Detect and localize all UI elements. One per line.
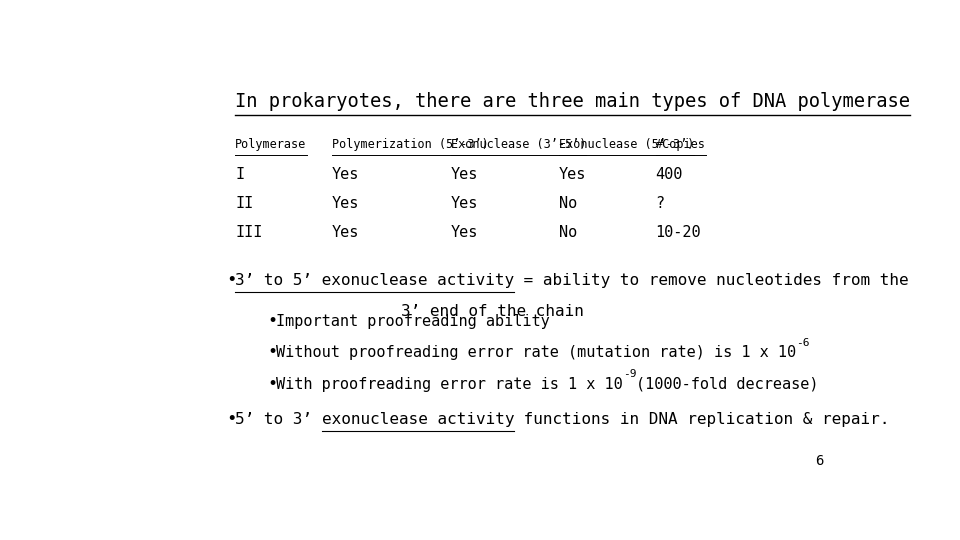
Text: exonuclease activity: exonuclease activity — [322, 412, 515, 427]
Text: 10-20: 10-20 — [656, 225, 702, 240]
Text: 5’ to 3’: 5’ to 3’ — [235, 412, 322, 427]
Text: Yes: Yes — [451, 167, 478, 181]
Text: Yes: Yes — [451, 196, 478, 211]
Text: Exonuclease (5’-3’): Exonuclease (5’-3’) — [559, 138, 694, 151]
Text: Polymerase: Polymerase — [235, 138, 306, 151]
Text: I: I — [235, 167, 245, 181]
Text: No: No — [559, 196, 577, 211]
Text: Without proofreading error rate (mutation rate) is 1 x 10: Without proofreading error rate (mutatio… — [276, 346, 797, 361]
Text: 400: 400 — [656, 167, 684, 181]
Text: III: III — [235, 225, 263, 240]
Text: Exonuclease (3’-5’): Exonuclease (3’-5’) — [451, 138, 587, 151]
Text: II: II — [235, 196, 253, 211]
Text: -9: -9 — [623, 369, 636, 379]
Text: •: • — [267, 343, 277, 361]
Text: 3’ to 5’ exonuclease activity: 3’ to 5’ exonuclease activity — [235, 273, 515, 288]
Text: Yes: Yes — [332, 225, 359, 240]
Text: ?: ? — [656, 196, 665, 211]
Text: Yes: Yes — [332, 196, 359, 211]
Text: (1000-fold decrease): (1000-fold decrease) — [636, 377, 819, 392]
Text: Yes: Yes — [451, 225, 478, 240]
Text: Yes: Yes — [332, 167, 359, 181]
Text: In prokaryotes, there are three main types of DNA polymerase: In prokaryotes, there are three main typ… — [235, 92, 910, 111]
Text: #Copies: #Copies — [656, 138, 706, 151]
Text: •: • — [227, 271, 237, 288]
Text: Polymerization (5’-3’): Polymerization (5’-3’) — [332, 138, 489, 151]
Text: 3’ end of the chain: 3’ end of the chain — [400, 304, 584, 319]
Text: = ability to remove nucleotides from the: = ability to remove nucleotides from the — [515, 273, 909, 288]
Text: •: • — [267, 312, 277, 330]
Text: •: • — [267, 375, 277, 393]
Text: With proofreading error rate is 1 x 10: With proofreading error rate is 1 x 10 — [276, 377, 623, 392]
Text: -6: -6 — [797, 338, 810, 348]
Text: 6: 6 — [815, 454, 823, 468]
Text: Yes: Yes — [559, 167, 587, 181]
Text: •: • — [227, 410, 237, 428]
Text: functions in DNA replication & repair.: functions in DNA replication & repair. — [515, 412, 890, 427]
Text: No: No — [559, 225, 577, 240]
Text: Important proofreading ability: Important proofreading ability — [276, 314, 550, 329]
